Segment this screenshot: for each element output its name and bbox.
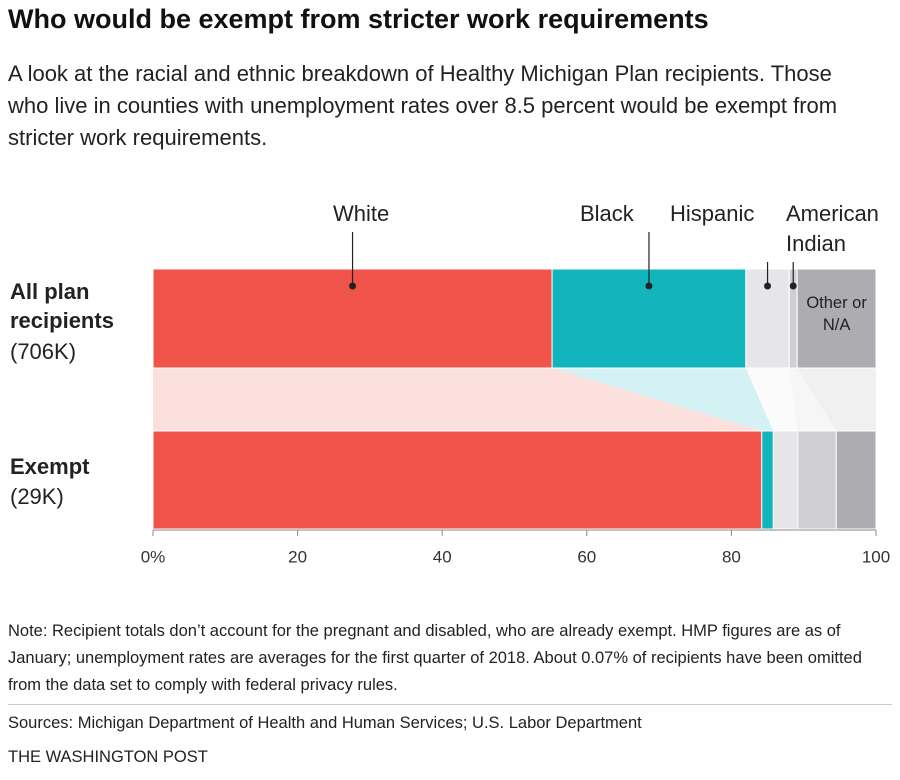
divider — [8, 704, 892, 705]
bar-segment — [835, 430, 877, 530]
category-total: (706K) — [10, 339, 77, 364]
category-label: All plan recipients — [10, 279, 114, 333]
connector — [797, 368, 876, 431]
source: Sources: Michigan Department of Health a… — [8, 714, 642, 732]
series-label: White — [333, 201, 390, 226]
connector — [153, 368, 762, 431]
bar-segment — [797, 430, 837, 530]
series-label: Other or N/A — [806, 294, 867, 334]
connector — [789, 368, 837, 431]
bar-segment — [796, 268, 877, 369]
connector — [745, 368, 798, 431]
connector — [552, 368, 774, 431]
bar-segment — [761, 430, 774, 530]
series-label: Black — [580, 201, 634, 226]
category-total: (29K) — [10, 484, 64, 509]
leader-dot — [645, 282, 653, 290]
credit: THE WASHINGTON POST — [8, 748, 208, 766]
x-tick-label: 20 — [288, 547, 307, 566]
category-label: Exempt — [10, 454, 90, 479]
x-tick-label: 80 — [722, 547, 741, 566]
x-tick-label: 40 — [433, 547, 452, 566]
x-tick-label: 0% — [141, 547, 166, 566]
series-label: American Indian — [786, 201, 879, 256]
leader-dot — [764, 282, 772, 290]
series-label: Hispanic — [670, 201, 755, 226]
x-tick-label: 100 — [862, 547, 890, 566]
x-tick-label: 60 — [577, 547, 596, 566]
leader-dot — [349, 282, 357, 290]
leader-dot — [789, 282, 797, 290]
bar-segment — [772, 430, 799, 530]
chart-title: Who would be exempt from stricter work r… — [8, 4, 709, 34]
chart-subtitle: A look at the racial and ethnic breakdow… — [8, 61, 838, 150]
note: Note: Recipient totals don’t account for… — [8, 622, 862, 694]
bar-segment — [152, 430, 763, 530]
